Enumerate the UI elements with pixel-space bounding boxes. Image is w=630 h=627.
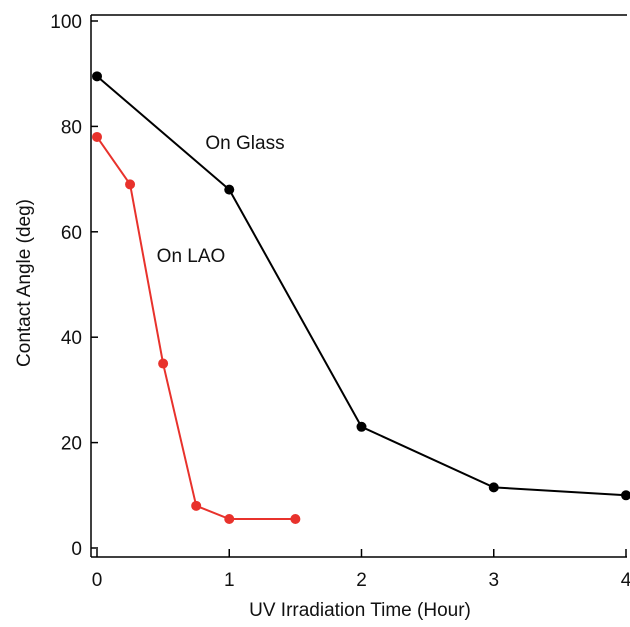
y-tick-label: 80 — [61, 117, 82, 138]
x-tick-label: 2 — [356, 570, 367, 591]
data-point — [224, 514, 235, 525]
y-axis-title: Contact Angle (deg) — [14, 199, 35, 367]
x-tick-label: 4 — [621, 570, 630, 591]
data-point — [92, 131, 102, 142]
data-point — [158, 358, 169, 369]
x-tick-label: 0 — [92, 570, 103, 591]
series-label: On Glass — [205, 133, 284, 154]
y-tick-label: 20 — [61, 434, 82, 455]
x-tick-label: 1 — [224, 570, 235, 591]
y-tick-label: 100 — [50, 12, 82, 33]
data-point — [290, 514, 301, 525]
y-tick-label: 60 — [61, 223, 82, 244]
data-point — [92, 71, 102, 82]
series-line — [96, 136, 296, 520]
data-point — [356, 421, 367, 432]
y-tick-label: 40 — [61, 328, 82, 349]
plot-area: 0 20 40 60 80 100 0 1 2 3 4 On Glass On LAO — [50, 12, 630, 591]
data-point — [621, 490, 630, 501]
data-point — [224, 184, 235, 195]
data-point — [191, 500, 202, 511]
series-label: On LAO — [157, 246, 226, 267]
data-point — [125, 179, 136, 190]
x-axis-title: UV Irradiation Time (Hour) — [249, 600, 471, 621]
y-tick-label: 0 — [71, 539, 82, 560]
x-tick-label: 3 — [488, 570, 499, 591]
series-line — [96, 75, 627, 497]
data-point — [488, 482, 499, 493]
